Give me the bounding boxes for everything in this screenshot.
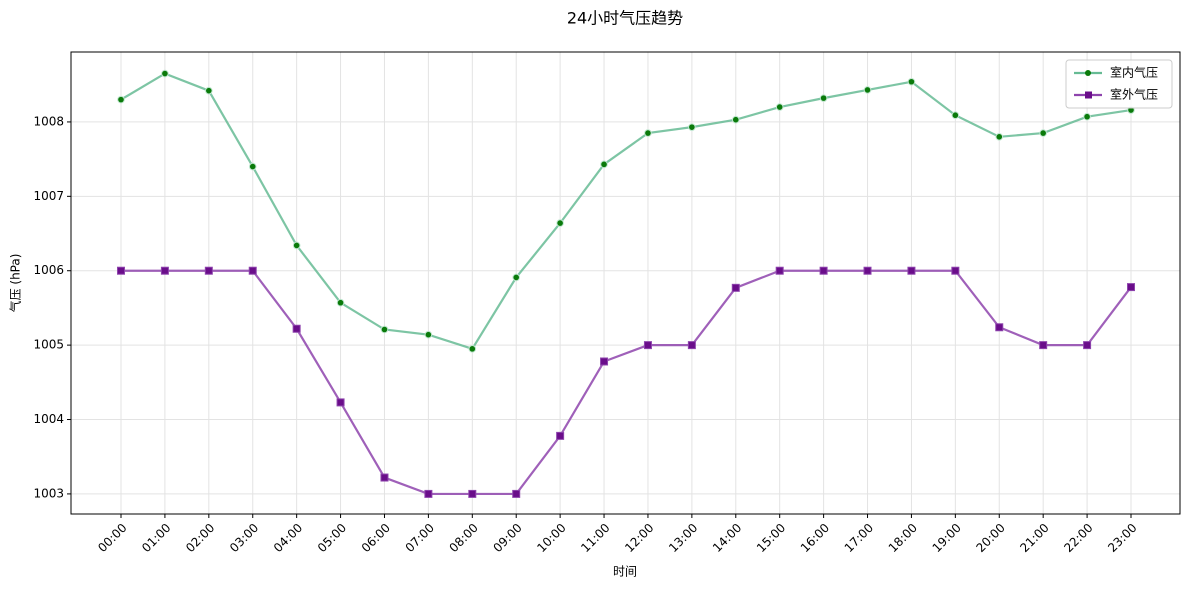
series-line [120, 72, 1132, 351]
point [380, 325, 389, 334]
point [380, 473, 389, 482]
legend-label: 室内气压 [1110, 65, 1158, 80]
y-tick-label: 1003 [33, 486, 64, 500]
point [117, 266, 125, 275]
point [336, 398, 345, 407]
x-tick-label: 07:00 [403, 521, 437, 555]
plot-frame [70, 51, 1181, 515]
x-tick-label: 15:00 [754, 521, 788, 555]
point [951, 111, 960, 120]
point [687, 341, 696, 350]
legend-label: 室外气压 [1110, 87, 1158, 102]
point [731, 115, 740, 124]
x-tick-label: 21:00 [1017, 521, 1051, 555]
point [951, 266, 960, 275]
x-tick-label: 19:00 [930, 521, 964, 555]
x-tick-label: 12:00 [622, 521, 656, 555]
x-tick-label: 20:00 [973, 521, 1007, 555]
point [907, 77, 916, 86]
x-tick-label: 17:00 [842, 521, 876, 555]
point [644, 129, 652, 137]
x-tick-label: 18:00 [886, 521, 920, 555]
point [600, 357, 609, 366]
point [819, 266, 828, 275]
series-line [121, 269, 1132, 496]
point [1083, 341, 1092, 350]
x-axis-label: 时间 [613, 565, 637, 579]
y-tick-label: 1007 [33, 189, 64, 203]
point [556, 431, 565, 440]
point [117, 95, 125, 104]
x-tick-label: 13:00 [666, 521, 700, 555]
x-tick-label: 23:00 [1105, 521, 1139, 555]
y-tick-label: 1006 [33, 263, 64, 277]
point [995, 323, 1004, 332]
legend-marker [1085, 70, 1091, 76]
point [1127, 283, 1135, 292]
point [292, 241, 301, 250]
point [688, 123, 696, 131]
x-tick-label: 01:00 [139, 521, 173, 555]
y-tick-label: 1004 [33, 412, 64, 426]
point [731, 283, 740, 292]
point [775, 103, 784, 111]
point [292, 324, 301, 333]
point [205, 86, 213, 95]
point [424, 489, 433, 498]
point [775, 266, 784, 275]
y-tick-label: 1005 [33, 338, 64, 352]
x-tick-label: 11:00 [578, 521, 612, 555]
chart-title: 24小时气压趋势 [567, 9, 683, 28]
point [1039, 129, 1047, 137]
point [512, 489, 521, 498]
point [1039, 341, 1048, 350]
point [248, 266, 257, 275]
point [512, 273, 521, 282]
point [643, 341, 652, 350]
x-tick-label: 03:00 [227, 521, 261, 555]
x-tick-label: 09:00 [490, 521, 524, 555]
x-tick-label: 05:00 [315, 521, 349, 555]
x-tick-label: 02:00 [183, 521, 217, 555]
point [863, 86, 872, 94]
x-tick-label: 16:00 [798, 521, 832, 555]
point [468, 489, 477, 498]
point [336, 298, 345, 307]
x-tick-label: 06:00 [359, 521, 393, 555]
point [556, 219, 564, 227]
point [1083, 112, 1091, 121]
y-tick-label: 1008 [33, 114, 64, 128]
legend-marker [1085, 91, 1092, 99]
point [204, 266, 213, 275]
point [468, 345, 477, 353]
x-tick-label: 00:00 [95, 521, 129, 555]
point [600, 160, 608, 169]
point [907, 266, 916, 275]
point [819, 94, 828, 102]
point [248, 162, 257, 171]
x-tick-label: 22:00 [1061, 521, 1095, 555]
x-tick-label: 10:00 [534, 521, 568, 555]
x-tick-label: 08:00 [447, 521, 481, 555]
x-tick-label: 04:00 [271, 521, 305, 555]
point [995, 133, 1004, 141]
point [160, 266, 169, 275]
point [424, 330, 433, 339]
x-tick-label: 14:00 [710, 521, 744, 555]
point [863, 266, 872, 275]
point [161, 69, 169, 78]
y-axis-label: 气压 (hPa) [8, 254, 23, 313]
